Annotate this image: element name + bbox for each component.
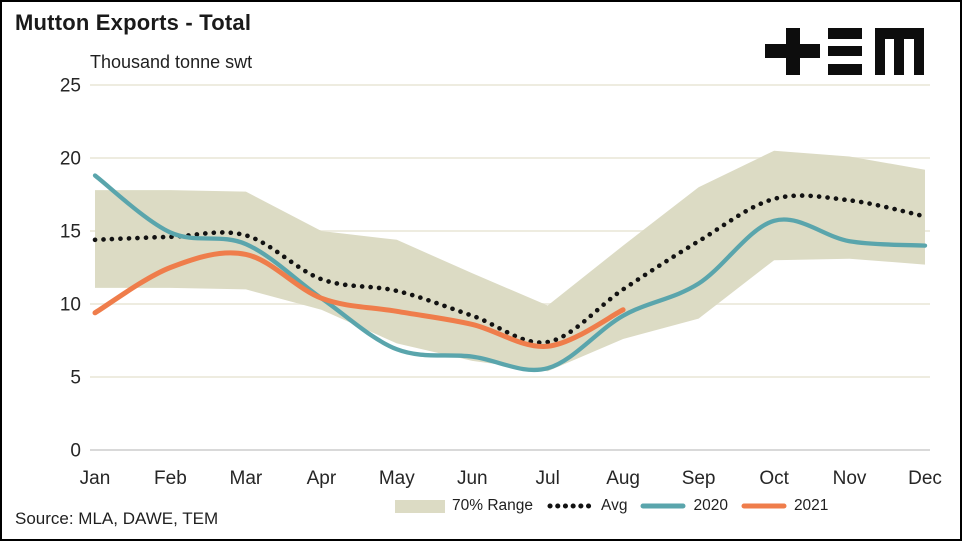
avg-dotted-mark	[547, 503, 595, 509]
legend-item-range: 70% Range	[395, 497, 533, 515]
x-tick-label: May	[379, 468, 415, 489]
x-tick-label: Oct	[759, 468, 789, 489]
x-tick-label: Jan	[80, 468, 111, 489]
y-tick-label: 10	[60, 295, 81, 316]
legend-label: 70% Range	[452, 497, 534, 514]
y-tick-label: 20	[60, 149, 81, 170]
y-tick-label: 25	[60, 76, 81, 97]
legend-item-2021: 2021	[741, 497, 828, 515]
chart-legend: 70% Range Avg 2020 2021	[395, 497, 828, 515]
axis-units-label: Thousand tonne swt	[90, 52, 253, 72]
legend-label: 2020	[693, 497, 728, 514]
x-tick-label: Aug	[606, 468, 640, 489]
chart-title: Mutton Exports - Total	[15, 10, 252, 35]
legend-item-2020: 2020	[640, 497, 728, 515]
legend-label: Avg	[601, 497, 628, 514]
tem-logo-glyphs	[765, 28, 924, 75]
x-tick-label: Mar	[230, 468, 263, 489]
x-tick-label: Apr	[307, 468, 337, 489]
x-tick-label: Jul	[536, 468, 560, 489]
range-band-swatch	[395, 499, 445, 513]
x-tick-label: Nov	[833, 468, 867, 489]
x-tick-label: Feb	[154, 468, 187, 489]
x-tick-label: Jun	[457, 468, 488, 489]
x-tick-label: Sep	[682, 468, 716, 489]
series-2021-mark	[741, 503, 787, 509]
series-2020-mark	[640, 503, 686, 509]
legend-item-avg: Avg	[546, 497, 627, 515]
x-tick-label: Dec	[908, 468, 942, 489]
series-2020-line	[92, 173, 928, 373]
y-tick-label: 15	[60, 222, 81, 243]
avg-line	[92, 193, 928, 345]
y-tick-label: 0	[70, 441, 81, 462]
y-tick-label: 5	[70, 368, 81, 389]
legend-label: 2021	[793, 497, 829, 514]
tem-logo	[765, 28, 924, 75]
series-2021-line	[92, 250, 626, 349]
source-note: Source: MLA, DAWE, TEM	[15, 509, 219, 528]
range-band	[95, 150, 925, 372]
